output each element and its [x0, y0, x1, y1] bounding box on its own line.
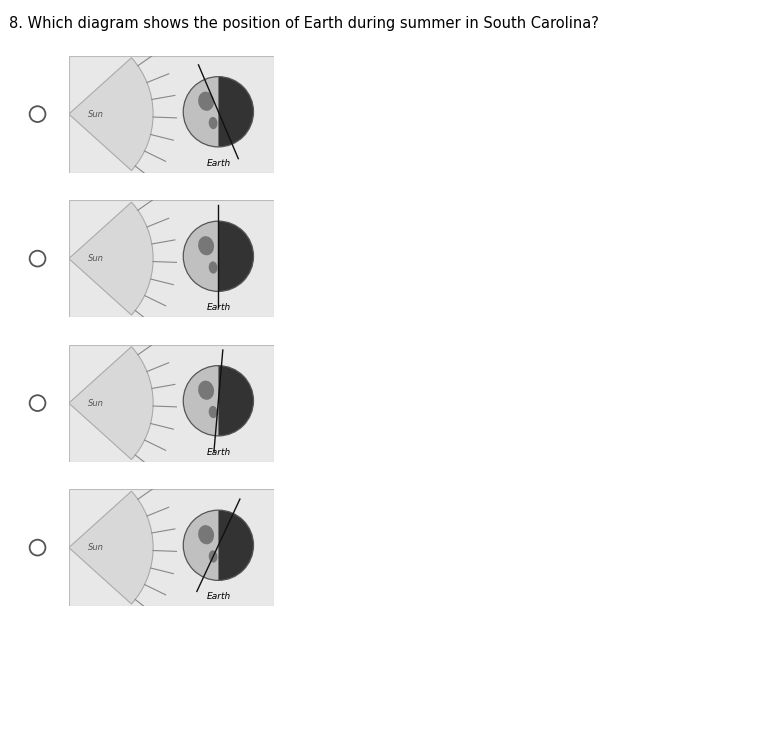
Ellipse shape — [209, 262, 217, 273]
Ellipse shape — [198, 381, 214, 400]
Ellipse shape — [198, 525, 214, 545]
Wedge shape — [218, 365, 253, 436]
Wedge shape — [183, 76, 218, 147]
Ellipse shape — [209, 551, 217, 562]
Text: Sun: Sun — [88, 543, 103, 552]
Text: Earth: Earth — [206, 592, 231, 601]
Text: Sun: Sun — [88, 110, 103, 119]
Text: 8. Which diagram shows the position of Earth during summer in South Carolina?: 8. Which diagram shows the position of E… — [9, 16, 599, 31]
Circle shape — [30, 395, 45, 411]
Text: Earth: Earth — [206, 159, 231, 167]
Ellipse shape — [209, 406, 217, 418]
Text: Sun: Sun — [88, 254, 103, 263]
Circle shape — [30, 250, 45, 267]
Ellipse shape — [209, 117, 217, 129]
Wedge shape — [218, 76, 253, 147]
Wedge shape — [69, 347, 153, 459]
Wedge shape — [69, 491, 153, 604]
Ellipse shape — [198, 236, 214, 256]
Circle shape — [30, 106, 45, 122]
Circle shape — [30, 539, 45, 556]
Wedge shape — [183, 365, 218, 436]
Text: Earth: Earth — [206, 448, 231, 456]
Wedge shape — [218, 221, 253, 291]
Wedge shape — [218, 510, 253, 580]
Text: Sun: Sun — [88, 399, 103, 408]
Wedge shape — [183, 510, 218, 580]
Wedge shape — [69, 202, 153, 315]
Text: Earth: Earth — [206, 303, 231, 312]
Wedge shape — [183, 221, 218, 291]
Ellipse shape — [198, 92, 214, 111]
Wedge shape — [69, 58, 153, 170]
